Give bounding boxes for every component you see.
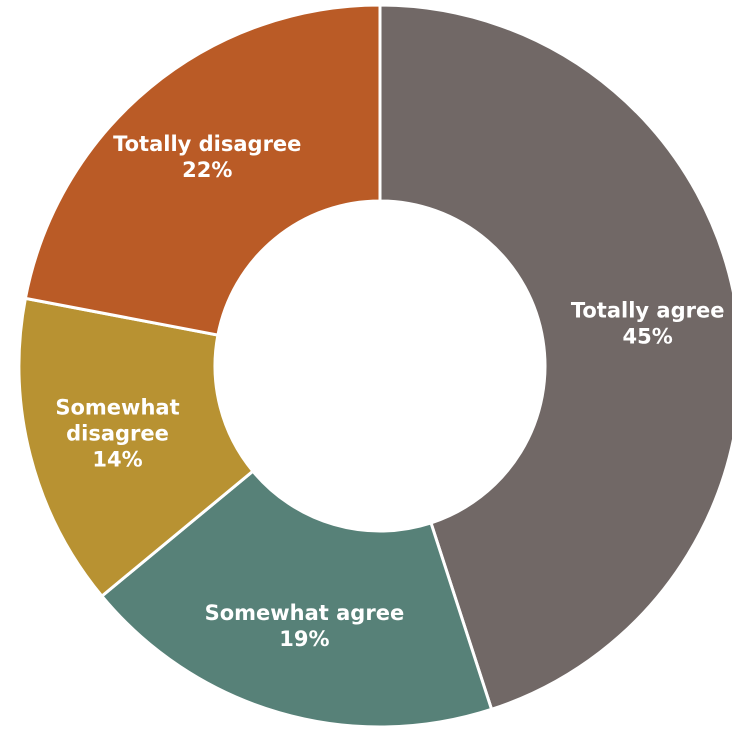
slice-label-totally-agree: Totally agree 45% — [571, 299, 725, 349]
slice-label-line: Totally disagree — [113, 132, 301, 156]
slice-label-somewhat-agree: Somewhat agree 19% — [205, 601, 405, 651]
slice-label-line: Totally agree — [571, 299, 725, 323]
slice-label-somewhat-disagree: Somewhat disagree 14% — [55, 395, 179, 471]
slice-label-line: 45% — [623, 325, 673, 349]
slice-label-totally-disagree: Totally disagree 22% — [113, 132, 301, 182]
slice-label-line: Somewhat — [55, 395, 179, 419]
slice-somewhat-disagree — [17, 296, 255, 599]
slice-label-line: 19% — [279, 627, 329, 651]
slice-label-line: Somewhat agree — [205, 601, 405, 625]
labels-layer: Totally agree 45%Somewhat agree 19%Somewha… — [55, 132, 724, 651]
slice-label-line: disagree — [66, 421, 169, 445]
slice-somewhat-agree — [99, 469, 494, 729]
slice-totally-disagree — [23, 3, 382, 337]
slice-label-line: 14% — [92, 447, 142, 471]
slice-label-line: 22% — [182, 158, 232, 182]
slice-totally-agree — [378, 3, 732, 712]
slices-layer — [17, 3, 732, 729]
